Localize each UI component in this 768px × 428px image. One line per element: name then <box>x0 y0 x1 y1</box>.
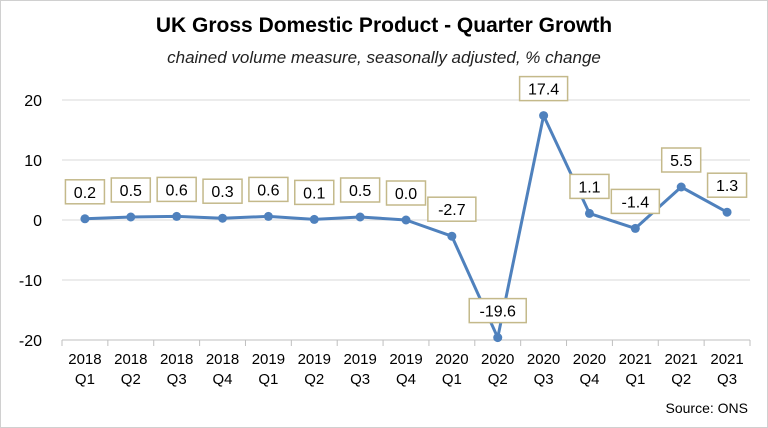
data-label: 1.3 <box>716 178 738 195</box>
data-label: -2.7 <box>438 202 466 219</box>
x-tick-label-quarter: Q1 <box>258 371 278 388</box>
data-label: 0.5 <box>120 183 142 200</box>
data-label-box <box>706 172 748 198</box>
data-label: 0.6 <box>166 182 188 199</box>
x-tick-label-quarter: Q1 <box>442 371 462 388</box>
data-label: -1.4 <box>622 194 650 211</box>
data-label-box <box>569 173 610 200</box>
data-points <box>80 111 732 343</box>
series-polyline <box>84 114 728 340</box>
x-tick-label-quarter: Q4 <box>579 371 599 388</box>
chart-source: Source: ONS <box>665 400 748 416</box>
x-tick-label-quarter: Q2 <box>671 371 691 388</box>
x-tick-label-year: 2018 <box>114 351 147 368</box>
x-tick-label-quarter: Q2 <box>488 371 508 388</box>
x-tick-label-quarter: Q1 <box>75 371 95 388</box>
data-label-box <box>610 188 661 215</box>
x-tick-label-year: 2019 <box>343 351 376 368</box>
x-tick-label-quarter: Q4 <box>213 371 233 388</box>
x-axis: 2018 Q1 2018 Q2 2018 Q3 2018 Q4 2019 Q1 2019 Q2 2019… <box>61 339 751 388</box>
chart-subtitle: chained volume measure, seasonally adjus… <box>167 48 601 67</box>
data-point <box>309 214 319 224</box>
y-tick-label: -10 <box>19 273 42 290</box>
data-point <box>172 211 182 221</box>
x-tick-label-year: 2018 <box>68 351 101 368</box>
x-tick-label-quarter: Q3 <box>534 371 554 388</box>
data-point <box>493 333 503 343</box>
data-label: 1.1 <box>578 179 600 196</box>
data-label-box <box>468 297 527 324</box>
x-tick-label-quarter: Q4 <box>396 371 416 388</box>
data-label-box <box>110 177 152 203</box>
series-line <box>84 114 728 340</box>
x-tick-label-year: 2019 <box>252 351 285 368</box>
x-tick-label-year: 2021 <box>619 351 652 368</box>
x-tick-label-year: 2020 <box>481 351 514 368</box>
data-point <box>630 223 640 233</box>
x-tick-label-quarter: Q3 <box>167 371 187 388</box>
x-tick-label-year: 2021 <box>665 351 698 368</box>
data-label: 0.2 <box>74 185 96 202</box>
data-label: -19.6 <box>479 304 516 321</box>
data-label: 17.4 <box>528 82 559 99</box>
x-tick-label-year: 2019 <box>389 351 422 368</box>
data-label: 0.3 <box>211 184 233 201</box>
data-point <box>447 231 457 241</box>
data-point <box>218 213 228 223</box>
x-tick-label-year: 2021 <box>710 351 743 368</box>
data-label: 0.5 <box>349 183 371 200</box>
data-point <box>584 208 594 218</box>
data-point <box>676 182 686 192</box>
data-point <box>80 214 90 224</box>
y-axis-ticks: 20 10 0 -10 -20 <box>19 93 42 350</box>
data-label-box <box>294 179 335 206</box>
data-label-box <box>156 176 197 203</box>
data-point <box>355 212 365 222</box>
x-tick-label-year: 2018 <box>160 351 193 368</box>
data-labels: 0.2 0.5 0.6 0.3 0.6 0.1 0.5 0.0 -2.7 -19.6 17.4 1.1… <box>64 75 748 324</box>
x-tick-label-year: 2020 <box>527 351 560 368</box>
y-tick-label: 10 <box>24 153 42 170</box>
x-tick-label-year: 2020 <box>435 351 468 368</box>
data-label: 5.5 <box>670 153 692 170</box>
x-tick-label-year: 2018 <box>206 351 239 368</box>
data-label-box <box>202 178 243 204</box>
data-point <box>722 207 732 217</box>
x-tick-label-quarter: Q1 <box>625 371 645 388</box>
data-label-box <box>248 176 289 203</box>
data-label: 0.1 <box>303 185 325 202</box>
chart-title: UK Gross Domestic Product - Quarter Grow… <box>155 14 613 37</box>
data-point <box>401 215 411 225</box>
data-point <box>539 111 549 121</box>
x-tick-label-year: 2020 <box>573 351 606 368</box>
data-label: 0.6 <box>257 182 279 199</box>
y-tick-label: 20 <box>24 93 42 110</box>
y-tick-label: -20 <box>19 333 42 350</box>
x-tick-label-quarter: Q2 <box>121 371 141 388</box>
x-tick-label-quarter: Q3 <box>350 371 370 388</box>
data-point <box>263 211 273 221</box>
y-tick-label: 0 <box>33 213 42 230</box>
x-tick-label-year: 2019 <box>298 351 331 368</box>
data-label: 0.0 <box>395 186 417 203</box>
data-label-box <box>339 177 381 203</box>
data-label-box <box>427 196 477 222</box>
data-label-box <box>385 180 427 206</box>
data-label-box <box>660 147 702 173</box>
data-label-box <box>64 179 106 205</box>
x-tick-label-quarter: Q3 <box>717 371 737 388</box>
data-point <box>126 212 136 222</box>
x-tick-label-quarter: Q2 <box>304 371 324 388</box>
data-label-box <box>518 75 569 102</box>
